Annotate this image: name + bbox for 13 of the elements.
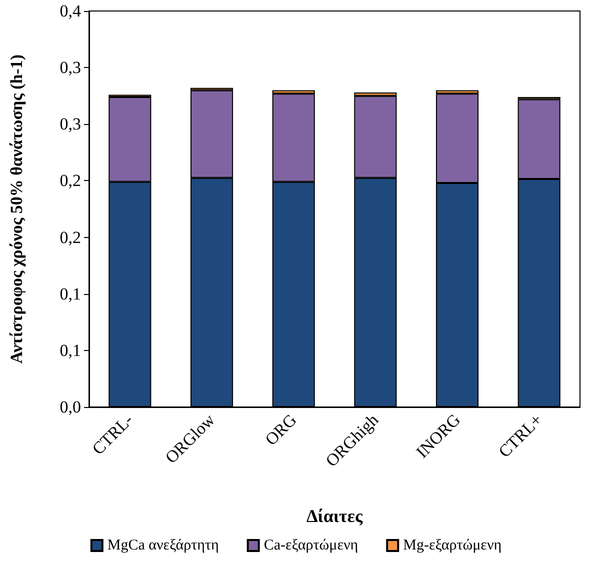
y-tick-label: 0,3 xyxy=(60,58,81,78)
y-tick-label: 0,2 xyxy=(60,228,81,247)
legend-label: MgCa ανεξάρτητη xyxy=(107,538,219,554)
x-axis-title: Δίαιτες xyxy=(306,506,363,526)
y-tick-label: 0,1 xyxy=(60,340,81,360)
y-tick-label: 0,0 xyxy=(60,398,81,416)
y-axis-title: Αντίστροφος χρόνος 50% θανάτωσης (h-1) xyxy=(7,54,26,364)
y-tick-label: 0,1 xyxy=(60,284,81,304)
y-tick-label: 0,2 xyxy=(60,171,81,190)
y-tick-label: 0,3 xyxy=(60,114,81,134)
legend-label: Ca-εξαρτώμενη xyxy=(264,538,358,554)
y-tick-label: 0,4 xyxy=(60,2,82,20)
legend-label: Mg-εξαρτώμενη xyxy=(403,538,502,554)
